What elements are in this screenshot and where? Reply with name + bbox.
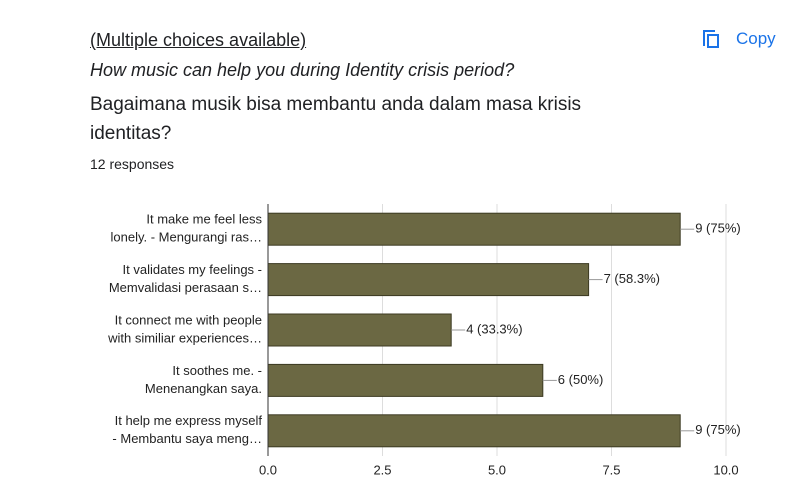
x-tick-label: 7.5 bbox=[602, 462, 620, 477]
value-label: 4 (33.3%) bbox=[466, 321, 522, 336]
bar bbox=[267, 313, 452, 347]
y-tick-label: lonely. - Mengurangi ras… bbox=[111, 230, 263, 245]
y-tick-label: Memvalidasi perasaan s… bbox=[109, 280, 262, 295]
y-tick-label: It make me feel less bbox=[146, 212, 262, 227]
y-tick-label: It help me express myself bbox=[115, 413, 263, 428]
x-tick-label: 0.0 bbox=[259, 462, 277, 477]
copy-icon[interactable] bbox=[698, 27, 722, 51]
bar bbox=[267, 414, 681, 448]
value-label: 6 (50%) bbox=[558, 372, 604, 387]
x-tick-label: 10.0 bbox=[713, 462, 738, 477]
bar bbox=[267, 212, 681, 246]
copy-button[interactable]: Copy bbox=[736, 29, 776, 48]
y-tick-label: It validates my feelings - bbox=[123, 262, 262, 277]
y-tick-label: It connect me with people bbox=[115, 312, 262, 327]
bar bbox=[267, 363, 544, 397]
x-tick-label: 5.0 bbox=[488, 462, 506, 477]
value-label: 9 (75%) bbox=[695, 422, 741, 437]
y-tick-label: with similiar experiences… bbox=[107, 330, 262, 345]
x-tick-label: 2.5 bbox=[373, 462, 391, 477]
y-tick-label: Menenangkan saya. bbox=[145, 381, 262, 396]
y-tick-label: - Membantu saya meng… bbox=[112, 431, 262, 446]
y-tick-label: It soothes me. - bbox=[172, 363, 262, 378]
question-id: Bagaimana musik bisa membantu anda dalam… bbox=[90, 94, 582, 144]
response-count: 12 responses bbox=[90, 156, 175, 172]
value-label: 9 (75%) bbox=[695, 221, 741, 236]
value-label: 7 (58.3%) bbox=[604, 271, 660, 286]
question-en: How music can help you during Identity c… bbox=[90, 60, 515, 80]
bar bbox=[267, 263, 590, 297]
subtitle: (Multiple choices available) bbox=[90, 30, 307, 50]
